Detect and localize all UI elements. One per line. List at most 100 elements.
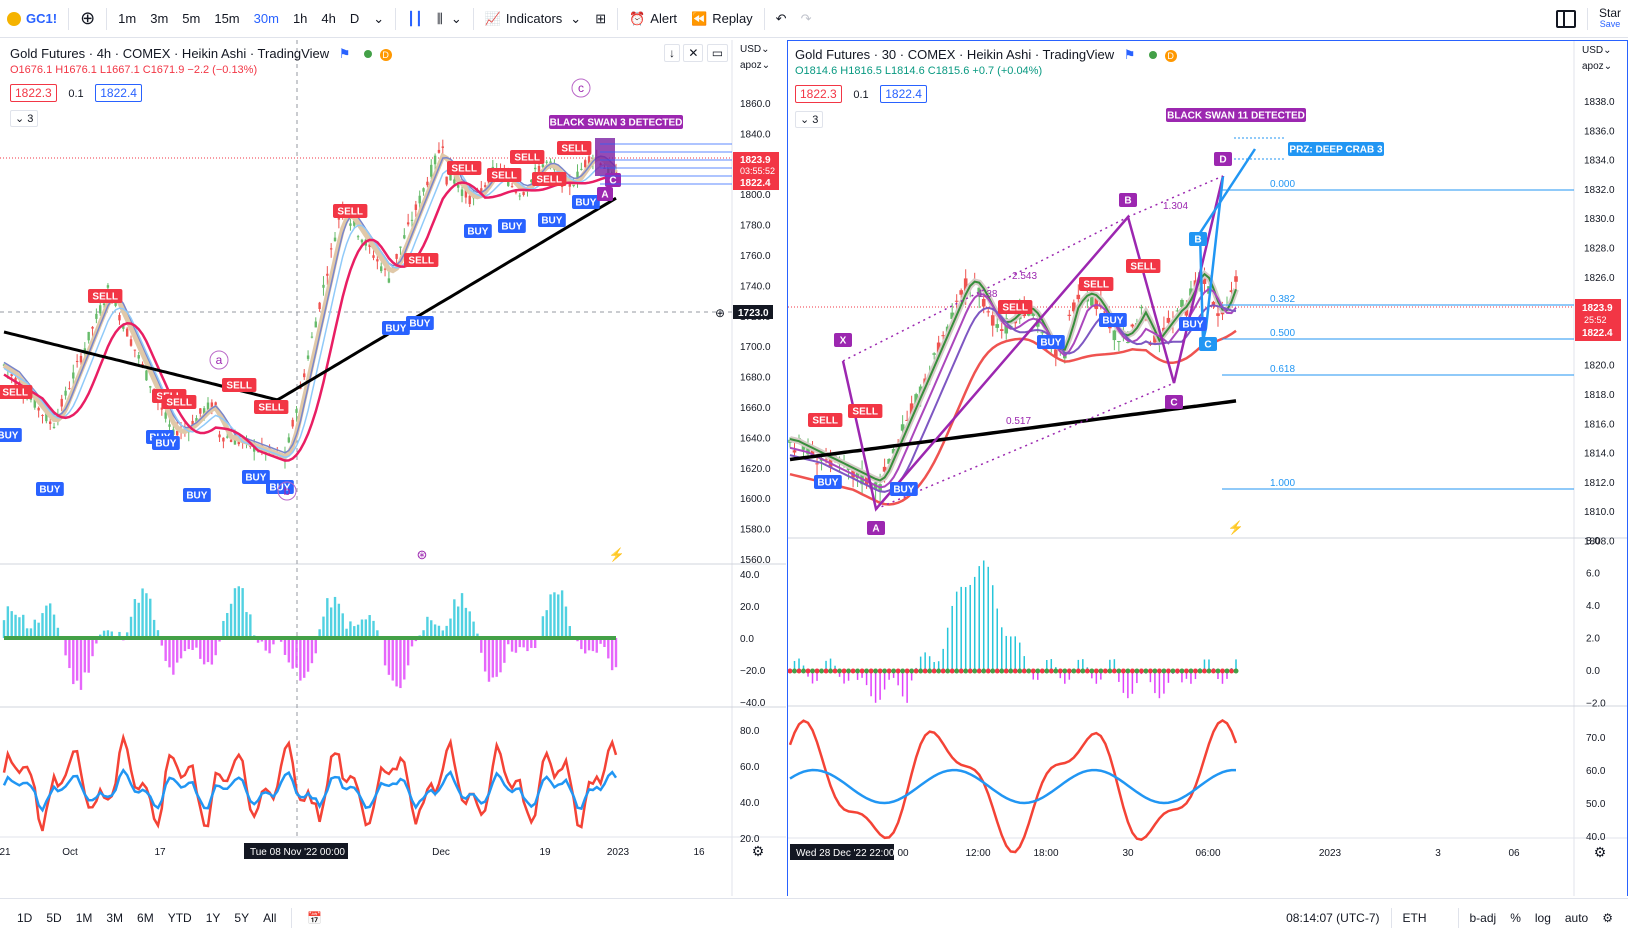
candle-body xyxy=(295,409,298,413)
sell-signal-label-bg xyxy=(447,161,482,175)
fast-ma xyxy=(3,155,617,454)
left-scale-label[interactable]: apoz⌄ xyxy=(740,60,771,71)
buy-price-button[interactable]: 1822.4 xyxy=(95,84,142,102)
oscillator-zero-dot xyxy=(823,668,829,674)
oscillator-zero-dot xyxy=(1008,668,1014,674)
candle-body xyxy=(329,248,333,250)
right-indicator-toggle[interactable]: ⌄ 3 xyxy=(795,111,824,128)
range-5d[interactable]: 5D xyxy=(46,910,62,925)
divider xyxy=(106,7,108,30)
save-button[interactable]: Star Save xyxy=(1592,0,1628,37)
oscillator-zero-dot xyxy=(1012,668,1018,674)
gold-icon xyxy=(7,11,21,26)
indicators-collapse-button[interactable]: ⌄ 3 xyxy=(10,110,39,127)
clock-timezone[interactable]: 08:14:07 (UTC-7) xyxy=(1286,910,1380,925)
layout-split-button[interactable] xyxy=(1549,0,1583,37)
indicators-button[interactable]: 📈 Indicators ⌄ xyxy=(478,0,588,37)
candle-body xyxy=(1117,341,1121,343)
candle-body xyxy=(932,353,936,355)
oscillator-zero-dot xyxy=(972,668,978,674)
left-chart-canvas[interactable]: 1860.01840.01820.01800.01780.01760.01740… xyxy=(0,40,786,896)
chart-style-button[interactable]: ⫼ ⌄ xyxy=(430,0,469,37)
buy-signal-label-bg xyxy=(1179,317,1207,331)
chart-type-button[interactable]: ┃┃ xyxy=(400,0,430,37)
left-chart-pane[interactable]: 1860.01840.01820.01800.01780.01760.01740… xyxy=(0,40,786,896)
close-pane-button[interactable]: ✕ xyxy=(683,44,704,62)
redo-button[interactable]: ↷ xyxy=(794,0,819,37)
candle-body xyxy=(522,192,525,195)
oscillator-zero-dot xyxy=(1183,668,1189,674)
right-currency-label[interactable]: USD⌄ xyxy=(1582,45,1612,56)
pattern-marker xyxy=(595,138,615,176)
oscillator-zero-dot xyxy=(864,668,870,674)
range-5y[interactable]: 5Y xyxy=(234,910,250,925)
candle-body xyxy=(483,185,487,187)
chart-settings-button[interactable]: ⚙ xyxy=(1595,911,1620,925)
range-6m[interactable]: 6M xyxy=(137,910,154,925)
price-tick: 1810.0 xyxy=(1584,507,1615,518)
range-ytd[interactable]: YTD xyxy=(167,910,192,925)
add-symbol-button[interactable]: ⊕ xyxy=(73,0,102,37)
candle-body xyxy=(453,179,456,184)
indicators-collapse-button[interactable]: ⌄ 3 xyxy=(795,111,824,128)
percent-toggle[interactable]: % xyxy=(1510,910,1521,925)
candle-body xyxy=(314,321,317,328)
undo-button[interactable]: ↶ xyxy=(769,0,794,37)
interval-1h[interactable]: 1h xyxy=(292,11,308,26)
range-3m[interactable]: 3M xyxy=(106,910,124,925)
candle-body xyxy=(1216,313,1220,316)
sell-signal-label-bg xyxy=(88,289,123,303)
range-all[interactable]: All xyxy=(263,910,277,925)
right-scale-label[interactable]: apoz⌄ xyxy=(1582,61,1613,72)
sell-price-button[interactable]: 1822.3 xyxy=(795,85,842,103)
interval-15m[interactable]: 15m xyxy=(214,11,240,26)
candle-body xyxy=(353,220,356,226)
scale-text: apoz xyxy=(740,60,762,71)
sell-signal-label: SELL xyxy=(536,175,562,186)
chevron-down-icon: ⌄ xyxy=(570,10,582,26)
interval-1m[interactable]: 1m xyxy=(118,11,137,26)
session-toggle[interactable]: ETH xyxy=(1402,910,1427,925)
alert-button[interactable]: ⏰ Alert xyxy=(622,0,684,37)
range-1d[interactable]: 1D xyxy=(17,910,33,925)
buy-signal-label-bg xyxy=(1099,313,1127,327)
sell-price-button[interactable]: 1822.3 xyxy=(10,84,57,102)
right-chart-pane[interactable]: 1838.0 1836.0 1834.0 1832.0 1830.0 1828.0 1826… xyxy=(787,40,1628,896)
oscillator-zero-dot xyxy=(963,668,969,674)
interval-5m[interactable]: 5m xyxy=(182,11,201,26)
osc-tick: 6.0 xyxy=(1586,569,1600,580)
black-swan-label: BLACK SWAN 11 DETECTED xyxy=(1167,111,1305,122)
candle-body xyxy=(950,312,954,319)
interval-30m[interactable]: 30m xyxy=(253,11,279,26)
candle-body xyxy=(1180,299,1184,307)
back-adjust-toggle[interactable]: b-adj xyxy=(1469,910,1497,925)
buy-signal-label-bg xyxy=(572,195,600,209)
buy-price-button[interactable]: 1822.4 xyxy=(880,85,927,103)
time-tick: 00 xyxy=(897,848,909,859)
time-tick: Oct xyxy=(62,847,78,858)
left-indicator-toggle[interactable]: ⌄ 3 xyxy=(10,110,39,127)
interval-4h[interactable]: 4h xyxy=(321,11,336,26)
interval-D[interactable]: D xyxy=(349,11,360,26)
candle-body xyxy=(430,164,433,177)
candle-body xyxy=(233,437,237,445)
ohlc-close: C1815.6 xyxy=(927,65,970,77)
auto-toggle[interactable]: auto xyxy=(1564,910,1589,925)
oscillator-zero-dot xyxy=(1089,668,1095,674)
replay-button[interactable]: ⏪ Replay xyxy=(684,0,760,37)
range-1m[interactable]: 1M xyxy=(75,910,93,925)
symbol-button[interactable]: GC1! xyxy=(0,0,64,37)
interval-dropdown[interactable]: ⌄ xyxy=(366,0,391,37)
oscillator-zero-dot xyxy=(1129,668,1135,674)
layouts-button[interactable]: ⊞ xyxy=(588,0,613,37)
move-down-button[interactable]: ↓ xyxy=(664,44,680,62)
log-toggle[interactable]: log xyxy=(1534,910,1551,925)
goto-date-button[interactable]: 📅 xyxy=(300,911,329,925)
interval-3m[interactable]: 3m xyxy=(150,11,169,26)
maximize-pane-button[interactable]: ▭ xyxy=(706,44,729,62)
right-chart-canvas[interactable]: 1838.0 1836.0 1834.0 1832.0 1830.0 1828.0 1826… xyxy=(788,41,1627,896)
oscillator-zero-dot xyxy=(1228,668,1234,674)
candle-body xyxy=(1153,335,1157,343)
range-1y[interactable]: 1Y xyxy=(205,910,221,925)
left-currency-label[interactable]: USD⌄ xyxy=(740,44,770,55)
